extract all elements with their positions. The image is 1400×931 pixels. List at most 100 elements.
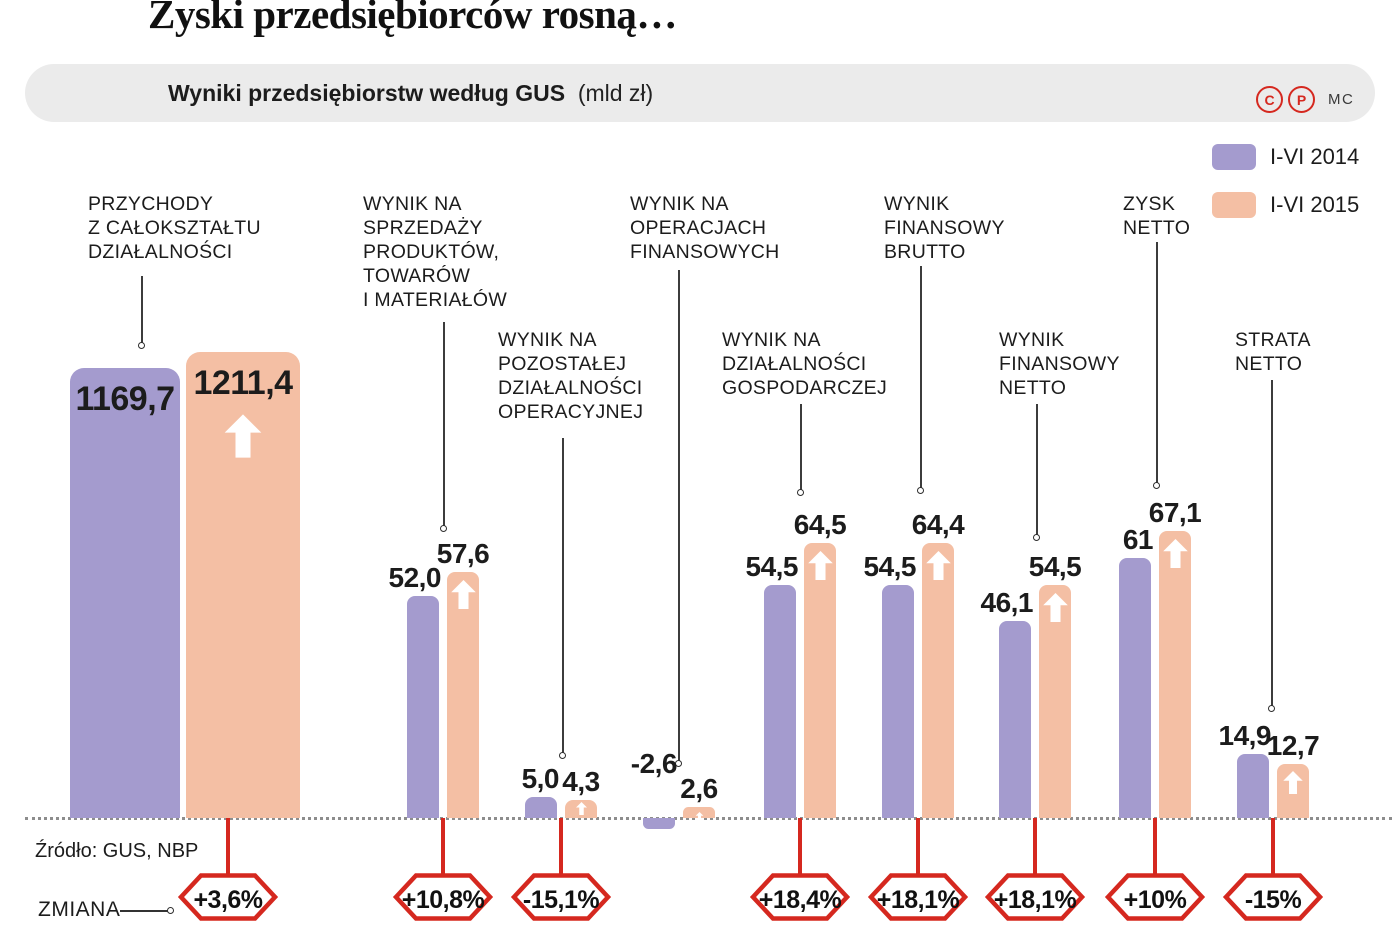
badge-connector xyxy=(1033,818,1037,874)
page-title: Zyski przedsiębiorców rosną… xyxy=(148,0,677,37)
change-leader-line xyxy=(120,910,168,912)
legend-item-2014: I-VI 2014 xyxy=(1212,144,1359,170)
change-badge-value: +10% xyxy=(1123,885,1187,914)
arrow-up-icon xyxy=(807,551,834,580)
value-2015: 64,5 xyxy=(793,509,847,540)
mc-credit: MC xyxy=(1328,91,1355,108)
category-label: WYNIK NA POZOSTAŁEJ DZIAŁALNOŚCI OPERACY… xyxy=(498,329,644,423)
legend-swatch-2015 xyxy=(1212,192,1256,218)
value-2014: 14,9 xyxy=(1218,720,1272,751)
category-label: WYNIK NA SPRZEDAŻY PRODUKTÓW, TOWARÓW I … xyxy=(363,193,508,311)
bar-2014 xyxy=(1237,754,1269,818)
bar-2014 xyxy=(525,797,557,818)
label-leader-dot xyxy=(1153,482,1160,489)
change-badge-value: -15,1% xyxy=(522,885,600,914)
change-badge: -15% xyxy=(1222,871,1324,923)
copyright-c-icon: C xyxy=(1256,86,1283,113)
category-label: WYNIK NA OPERACJACH FINANSOWYCH xyxy=(630,193,780,263)
chart-unit: (mld zł) xyxy=(577,79,654,106)
arrow-up-icon xyxy=(1283,771,1303,794)
source-note: Źródło: GUS, NBP xyxy=(35,840,199,862)
arrow-up-icon xyxy=(925,551,952,580)
change-leader-dot xyxy=(167,906,174,914)
arrow-up-icon xyxy=(450,580,477,609)
category-label: WYNIK NA DZIAŁALNOŚCI GOSPODARCZEJ xyxy=(722,329,888,399)
label-leader-line xyxy=(1156,242,1158,484)
value-2015: 57,6 xyxy=(436,538,490,569)
value-2015: 54,5 xyxy=(1028,551,1082,582)
label-leader-line xyxy=(1271,380,1273,707)
value-2015: 4,3 xyxy=(562,766,600,797)
label-leader-dot xyxy=(917,487,924,494)
label-leader-line xyxy=(562,438,564,754)
arrow-up-icon xyxy=(1282,771,1304,794)
value-2014: 46,1 xyxy=(980,587,1034,618)
arrow-up-icon xyxy=(1162,539,1188,568)
badge-connector xyxy=(226,818,230,874)
category-label: STRATA NETTO xyxy=(1235,329,1311,375)
value-2015: 12,7 xyxy=(1266,730,1320,761)
arrow-up-icon xyxy=(224,414,262,458)
category-label: WYNIK FINANSOWY BRUTTO xyxy=(884,193,1005,263)
value-2015: 64,4 xyxy=(911,509,965,540)
label-leader-dot xyxy=(138,342,145,349)
bar-2014 xyxy=(407,596,439,818)
bar-2014 xyxy=(999,621,1031,818)
category-label: WYNIK FINANSOWY NETTO xyxy=(999,329,1120,399)
chart-subtitle: Wyniki przedsiębiorstw według GUS (mld z… xyxy=(168,80,653,107)
label-leader-line xyxy=(800,404,802,491)
value-2014: 54,5 xyxy=(745,551,799,582)
arrow-up-icon xyxy=(574,802,589,815)
copyright-p-icon: P xyxy=(1288,86,1315,113)
value-2014: 61 xyxy=(1122,524,1154,555)
value-2014: 5,0 xyxy=(521,763,560,794)
arrow-up-icon xyxy=(925,551,951,580)
badge-connector xyxy=(798,818,802,874)
arrow-up-icon xyxy=(1042,593,1068,622)
value-2015: 1211,4 xyxy=(193,364,293,402)
label-leader-dot xyxy=(797,489,804,496)
label-leader-line xyxy=(678,270,680,762)
label-leader-dot xyxy=(1033,534,1040,541)
publisher-logos: C P MC xyxy=(1256,86,1354,113)
bar-2015 xyxy=(1039,585,1071,818)
legend-swatch-2014 xyxy=(1212,144,1256,170)
change-row-label: ZMIANA xyxy=(38,898,121,921)
change-badge: +18,4% xyxy=(749,871,851,923)
change-badge-value: +18,1% xyxy=(876,885,960,914)
bar-2014 xyxy=(764,585,796,818)
value-2014: 1169,7 xyxy=(75,380,175,418)
chart-subtitle-main: Wyniki przedsiębiorstw według GUS xyxy=(168,79,566,106)
header-band: Wyniki przedsiębiorstw według GUS (mld z… xyxy=(25,64,1375,122)
change-badge: -15,1% xyxy=(510,871,612,923)
change-badge: +10,8% xyxy=(392,871,494,923)
label-leader-dot xyxy=(675,760,682,767)
arrow-up-icon xyxy=(695,812,703,821)
value-2014: -2,6 xyxy=(630,748,678,779)
value-2015: 67,1 xyxy=(1148,497,1202,528)
badge-connector xyxy=(1271,818,1275,874)
label-leader-dot xyxy=(1268,705,1275,712)
change-badge: +10% xyxy=(1104,871,1206,923)
category-label: PRZYCHODY Z CAŁOKSZTAŁTU DZIAŁALNOŚCI xyxy=(88,193,261,263)
arrow-up-icon xyxy=(223,414,263,458)
bar-2014 xyxy=(882,585,914,818)
category-label: ZYSK NETTO xyxy=(1123,193,1191,239)
label-leader-line xyxy=(920,266,922,489)
badge-connector xyxy=(559,818,563,874)
bar-2015 xyxy=(447,572,479,818)
label-leader-dot xyxy=(559,752,566,759)
change-badge-value: +18,1% xyxy=(993,885,1077,914)
arrow-up-icon xyxy=(693,808,706,821)
change-badge: +18,1% xyxy=(867,871,969,923)
legend-label-2014: I-VI 2014 xyxy=(1270,144,1360,169)
value-2014: 54,5 xyxy=(863,551,917,582)
bar-2015 xyxy=(922,543,954,818)
bar-2014 xyxy=(643,818,675,829)
change-badge-value: +3,6% xyxy=(193,885,263,914)
bar-2014 xyxy=(1119,558,1151,818)
arrow-up-icon xyxy=(1162,539,1189,568)
badge-connector xyxy=(916,818,920,874)
zero-baseline xyxy=(25,817,1392,820)
arrow-up-icon xyxy=(450,580,476,609)
